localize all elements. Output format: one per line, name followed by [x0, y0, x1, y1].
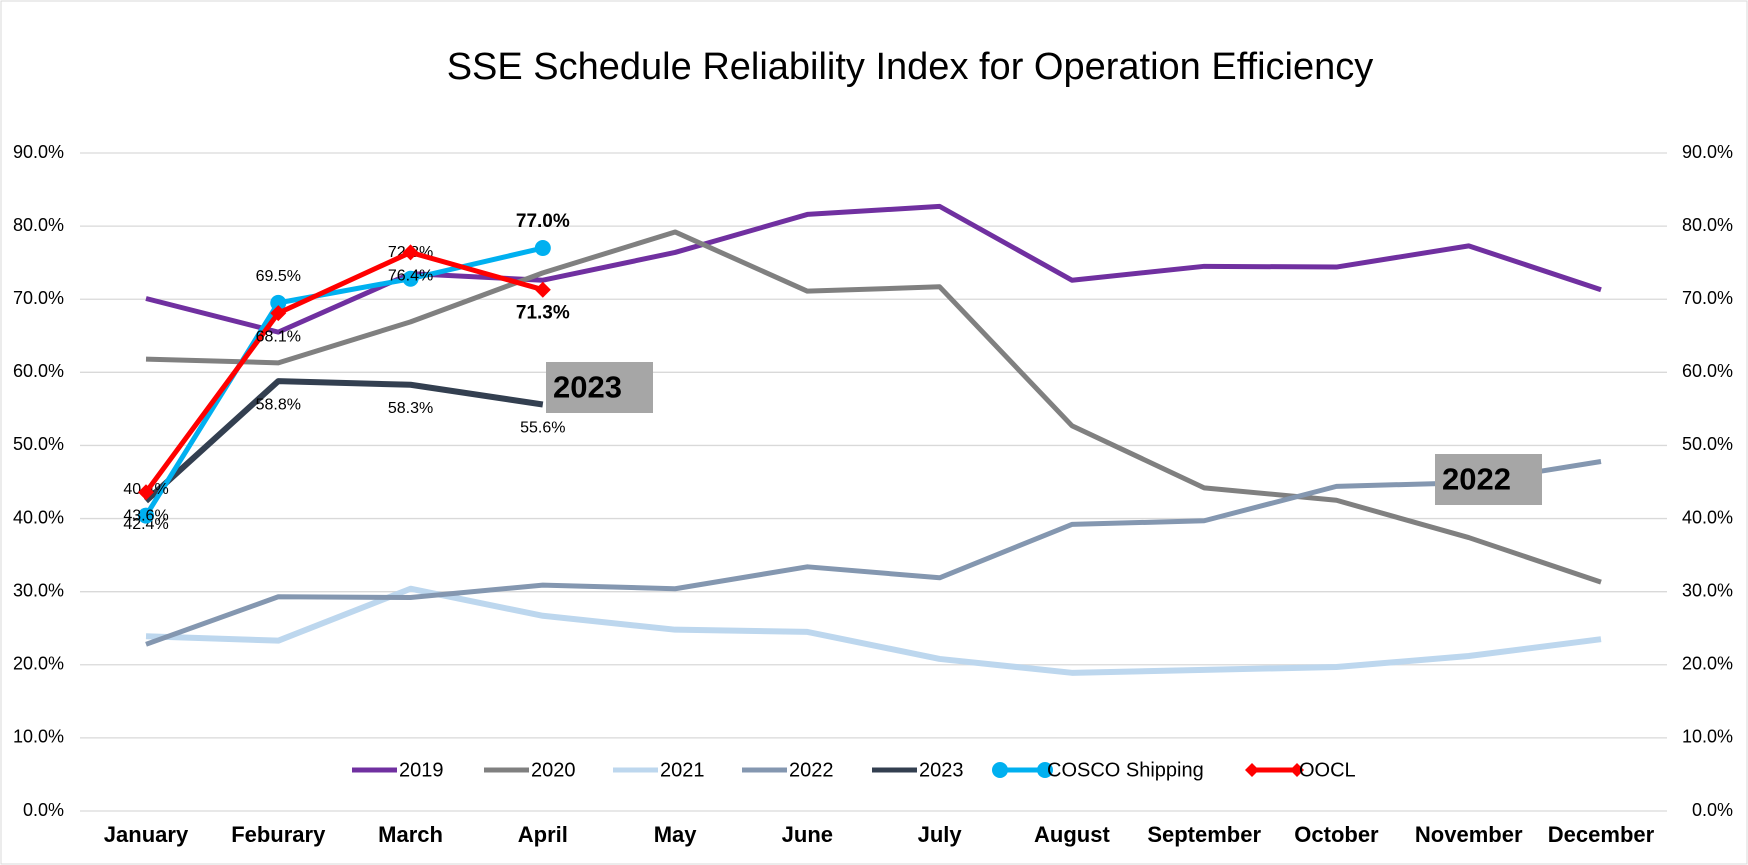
y-tick-label: 60.0% [13, 361, 64, 381]
legend-label: 2022 [789, 759, 834, 781]
y-tick-label: 50.0% [13, 434, 64, 454]
legend-marker [1037, 762, 1053, 778]
point-marker [402, 244, 419, 261]
point-marker [138, 484, 154, 501]
legend-item: OOCL [1245, 759, 1356, 781]
legend-marker [992, 762, 1008, 778]
x-tick-label: October [1294, 822, 1379, 847]
x-tick-label: March [378, 822, 443, 847]
x-tick-label: August [1034, 822, 1110, 847]
data-label: 58.3% [388, 400, 433, 417]
y-tick-label: 80.0% [13, 215, 64, 235]
legend-item: 2022 [742, 759, 834, 781]
x-tick-label: January [104, 822, 189, 847]
legend-item: 2020 [484, 759, 576, 781]
y-tick-label: 20.0% [13, 654, 64, 674]
y-tick-label: 70.0% [13, 288, 64, 308]
y2-tick-label: 50.0% [1682, 434, 1733, 454]
y2-tick-label: 20.0% [1682, 654, 1733, 674]
annotation: 2023 [553, 370, 622, 405]
legend-label: 2020 [531, 759, 576, 781]
y2-tick-label: 10.0% [1682, 727, 1733, 747]
series-line [143, 249, 544, 494]
y2-tick-label: 90.0% [1682, 142, 1733, 162]
x-tick-label: Feburary [231, 822, 326, 847]
x-tick-label: June [782, 822, 833, 847]
y-tick-label: 30.0% [13, 580, 64, 600]
legend-label: OOCL [1299, 759, 1356, 781]
legend-item: 2023 [872, 759, 964, 781]
point-marker [138, 507, 154, 524]
chart-title: SSE Schedule Reliability Index for Opera… [447, 46, 1374, 88]
annotation: 2022 [1442, 462, 1511, 497]
point-marker [270, 305, 287, 322]
legend-marker [1245, 763, 1259, 777]
y2-tick-label: 60.0% [1682, 361, 1733, 381]
legend-item: 2019 [352, 759, 444, 781]
data-label: 71.3% [516, 303, 570, 324]
y2-tick-label: 30.0% [1682, 580, 1733, 600]
series-line [143, 245, 544, 517]
legend-label: COSCO Shipping [1047, 759, 1204, 781]
data-label: 55.6% [520, 420, 565, 437]
data-label: 43.6% [123, 507, 168, 524]
point-marker [534, 281, 551, 298]
x-tick-label: July [918, 822, 963, 847]
series-line [145, 459, 1602, 647]
x-tick-label: May [654, 822, 698, 847]
legend-label: 2023 [919, 759, 964, 781]
data-label: 69.5% [256, 268, 301, 285]
y2-tick-label: 40.0% [1682, 507, 1733, 527]
y2-tick-label: 0.0% [1692, 800, 1733, 820]
legend-marker [1290, 763, 1304, 777]
legend-item: 2021 [613, 759, 705, 781]
y2-tick-label: 70.0% [1682, 288, 1733, 308]
series-line [143, 378, 544, 504]
annotation-box [1435, 454, 1542, 505]
data-label: 58.8% [256, 396, 301, 413]
annotation-box [546, 362, 653, 413]
data-label: 77.0% [516, 211, 570, 232]
y-tick-label: 40.0% [13, 507, 64, 527]
data-label: 42.4% [123, 516, 168, 533]
x-tick-label: September [1147, 822, 1261, 847]
y-tick-label: 0.0% [23, 800, 64, 820]
x-tick-label: November [1415, 822, 1523, 847]
y-tick-label: 90.0% [13, 142, 64, 162]
point-marker [270, 294, 287, 311]
point-marker [402, 270, 419, 287]
y2-tick-label: 80.0% [1682, 215, 1733, 235]
x-tick-label: April [518, 822, 568, 847]
legend-label: 2019 [399, 759, 444, 781]
legend-label: 2021 [660, 759, 705, 781]
point-marker [534, 240, 551, 257]
data-label: 68.1% [256, 328, 301, 345]
x-tick-label: December [1548, 822, 1655, 847]
y-tick-label: 10.0% [13, 727, 64, 747]
data-label: 76.4% [388, 268, 433, 285]
legend-item: COSCO Shipping [992, 759, 1204, 781]
series-line [145, 229, 1602, 585]
